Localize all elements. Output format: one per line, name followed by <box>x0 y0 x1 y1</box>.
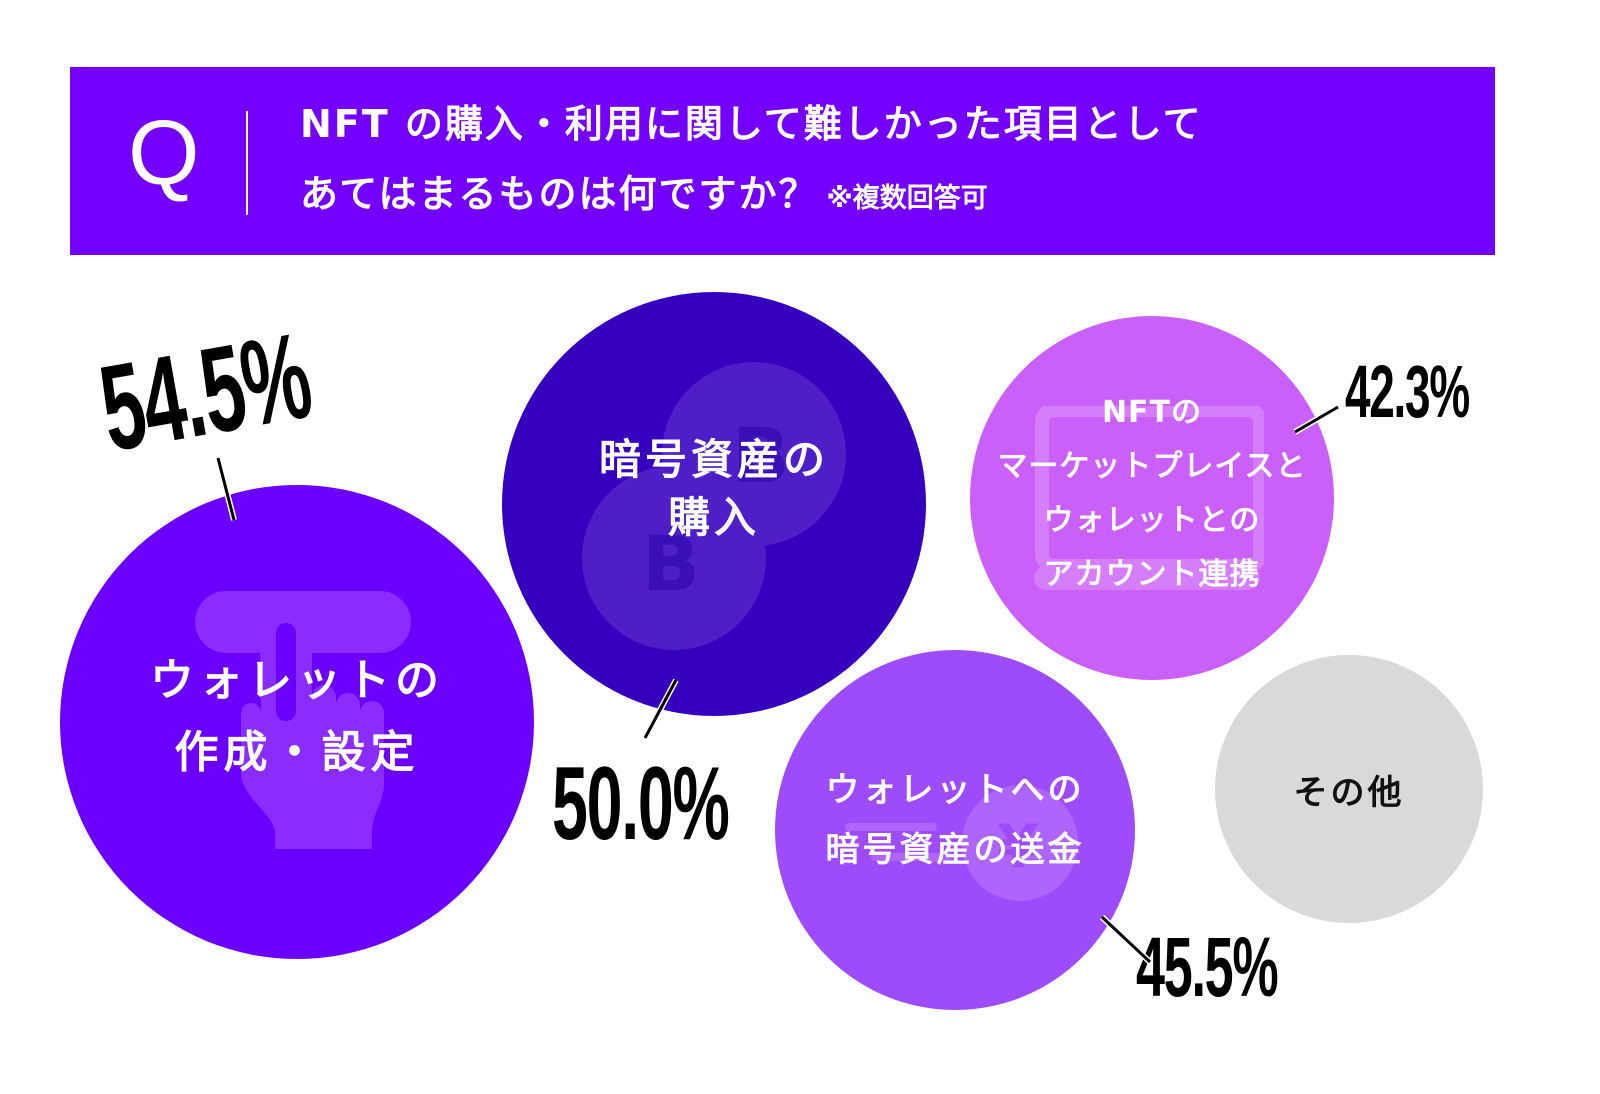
bitcoin-coins-icon: B B <box>582 362 846 650</box>
value-label-wallet-setup: 54.5% <box>90 306 320 478</box>
bubble-other: その他 <box>1215 655 1483 923</box>
bubble-label: その他 <box>1293 772 1405 813</box>
bubble-crypto-purchase: B B 暗号資産の 購入 <box>502 292 926 716</box>
bubble-label: 暗号資産の 購入 <box>598 435 829 542</box>
bubble-marketplace-wallet-link: NFTの マーケットプレイスと ウォレットとの アカウント連携 <box>970 316 1334 680</box>
value-label-crypto-transfer: 45.5% <box>1136 920 1279 1014</box>
bubble-label: NFTの マーケットプレイスと ウォレットとの アカウント連携 <box>997 395 1307 592</box>
question-marker: Q <box>128 102 200 204</box>
question-line-1: NFT の購入・利用に関して難しかった項目として <box>300 102 1203 146</box>
svg-text:B: B <box>732 411 790 500</box>
svg-text:¥: ¥ <box>997 812 1039 882</box>
value-label-crypto-purchase: 50.0% <box>552 746 730 862</box>
bubble-crypto-transfer: ¥ ウォレットへの 暗号資産の送金 <box>775 650 1135 1010</box>
bubble-wallet-setup: ウォレットの 作成・設定 <box>60 485 534 959</box>
question-banner: Q NFT の購入・利用に関して難しかった項目として あてはまるものは何ですか？… <box>70 67 1495 255</box>
bubble-label: ウォレットへの 暗号資産の送金 <box>825 770 1085 870</box>
bubble-label: ウォレットの 作成・設定 <box>150 655 444 778</box>
laptop-icon <box>1034 406 1264 590</box>
yen-coin-transfer-icon: ¥ <box>845 785 1078 901</box>
question-line-2-wrap: あてはまるものは何ですか？ ※複数回答可 <box>300 175 988 213</box>
multiple-answer-note: ※複数回答可 <box>826 183 988 214</box>
banner-divider <box>246 111 248 215</box>
svg-text:B: B <box>642 519 700 608</box>
hand-pointer-icon <box>195 591 411 849</box>
question-line-2: あてはまるものは何ですか？ <box>300 172 819 216</box>
value-label-marketplace-wallet-link: 42.3% <box>1345 350 1470 433</box>
